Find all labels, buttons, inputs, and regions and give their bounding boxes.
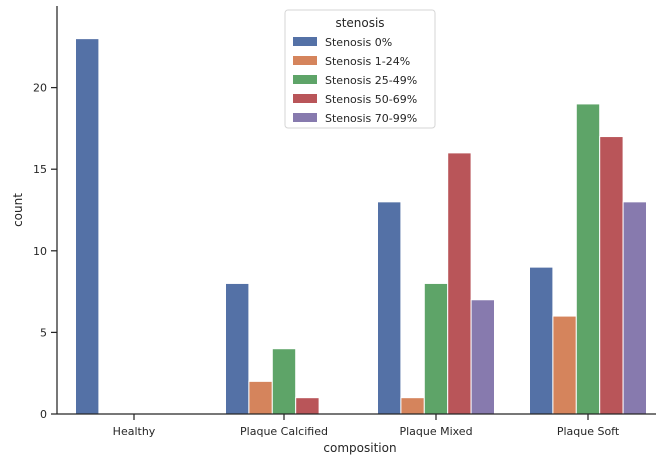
bar (575, 103, 601, 415)
axes-group: 0 5 10 15 20 Healthy Plaque Calcified Plaque Mi… (33, 6, 656, 438)
x-tick-label: Plaque Calcified (240, 425, 328, 438)
legend-label: Stenosis 50-69% (325, 93, 417, 106)
legend-swatch (293, 56, 317, 65)
bar (423, 282, 449, 415)
y-tick-label: 20 (33, 82, 47, 95)
bar (447, 152, 472, 415)
y-tick-label: 5 (40, 326, 47, 339)
legend: stenosis Stenosis 0% Stenosis 1-24% Stenos… (284, 9, 436, 129)
bar (552, 315, 577, 415)
bar (470, 299, 496, 415)
bar (599, 136, 624, 415)
legend-label: Stenosis 1-24% (325, 55, 410, 68)
legend-swatch (293, 94, 317, 103)
x-tick-label: Healthy (113, 425, 156, 438)
bar (248, 380, 273, 415)
bar (377, 201, 402, 415)
legend-title: stenosis (335, 16, 384, 30)
legend-swatch (293, 113, 317, 122)
y-axis-label: count (11, 193, 25, 227)
bar (622, 201, 647, 415)
legend-swatch (293, 75, 317, 84)
legend-label: Stenosis 25-49% (325, 74, 417, 87)
x-tick-label: Plaque Soft (557, 425, 620, 438)
x-axis-label: composition (323, 441, 396, 455)
bar (225, 282, 250, 415)
legend-frame (284, 9, 436, 129)
bar (295, 397, 320, 415)
legend-swatch (293, 37, 317, 46)
bar (529, 266, 554, 415)
legend-label: Stenosis 70-99% (325, 112, 417, 125)
bar (400, 397, 425, 415)
x-tick-label: Plaque Mixed (399, 425, 472, 438)
bar (75, 38, 100, 415)
y-tick-label: 0 (40, 408, 47, 421)
legend-label: Stenosis 0% (325, 36, 392, 49)
y-tick-label: 15 (33, 163, 47, 176)
bar (271, 348, 297, 415)
y-tick-label: 10 (33, 245, 47, 258)
